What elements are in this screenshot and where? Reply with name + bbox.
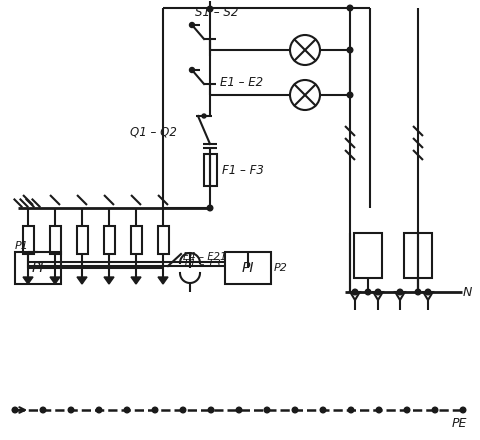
Circle shape xyxy=(397,289,403,295)
Bar xyxy=(15,252,61,284)
Circle shape xyxy=(124,407,130,413)
Bar xyxy=(131,226,142,254)
Text: P2: P2 xyxy=(274,263,288,273)
Circle shape xyxy=(348,407,354,413)
Text: PE: PE xyxy=(452,417,468,429)
Polygon shape xyxy=(50,277,60,284)
Circle shape xyxy=(40,407,46,413)
Circle shape xyxy=(292,407,298,413)
Circle shape xyxy=(207,6,213,12)
Circle shape xyxy=(264,407,270,413)
Circle shape xyxy=(460,407,466,413)
Bar xyxy=(204,154,216,186)
Bar xyxy=(157,226,168,254)
Circle shape xyxy=(365,289,371,295)
Circle shape xyxy=(415,289,421,295)
Text: N: N xyxy=(463,286,472,298)
Polygon shape xyxy=(23,277,33,284)
Text: F1 – F3: F1 – F3 xyxy=(222,164,264,176)
Circle shape xyxy=(202,114,206,118)
Circle shape xyxy=(190,67,194,73)
Circle shape xyxy=(68,407,74,413)
Circle shape xyxy=(190,22,194,27)
Text: P1: P1 xyxy=(15,241,29,251)
Bar xyxy=(104,226,115,254)
Bar xyxy=(76,226,87,254)
Circle shape xyxy=(352,289,358,295)
Bar xyxy=(23,226,34,254)
Bar xyxy=(49,226,60,254)
Text: F4 – F21: F4 – F21 xyxy=(183,252,227,262)
Circle shape xyxy=(320,407,326,413)
Polygon shape xyxy=(158,277,168,284)
Circle shape xyxy=(347,5,353,11)
Circle shape xyxy=(96,407,102,413)
Polygon shape xyxy=(131,277,141,284)
Text: T1 – T3: T1 – T3 xyxy=(183,259,221,269)
Bar xyxy=(404,232,432,278)
Circle shape xyxy=(207,205,213,211)
Text: S1 – S2: S1 – S2 xyxy=(195,6,239,18)
Text: PI: PI xyxy=(32,261,44,275)
Polygon shape xyxy=(77,277,87,284)
Polygon shape xyxy=(104,277,114,284)
Bar xyxy=(354,232,382,278)
Bar xyxy=(225,252,271,284)
Circle shape xyxy=(236,407,242,413)
Circle shape xyxy=(404,407,410,413)
Circle shape xyxy=(12,407,18,413)
Circle shape xyxy=(180,407,186,413)
Circle shape xyxy=(375,289,381,295)
Circle shape xyxy=(347,92,353,98)
Circle shape xyxy=(432,407,438,413)
Text: PI: PI xyxy=(242,261,254,275)
Circle shape xyxy=(376,407,382,413)
Text: Q1 – Q2: Q1 – Q2 xyxy=(130,125,177,139)
Circle shape xyxy=(208,407,214,413)
Circle shape xyxy=(425,289,431,295)
Circle shape xyxy=(347,47,353,53)
Circle shape xyxy=(152,407,158,413)
Text: E1 – E2: E1 – E2 xyxy=(220,76,263,88)
